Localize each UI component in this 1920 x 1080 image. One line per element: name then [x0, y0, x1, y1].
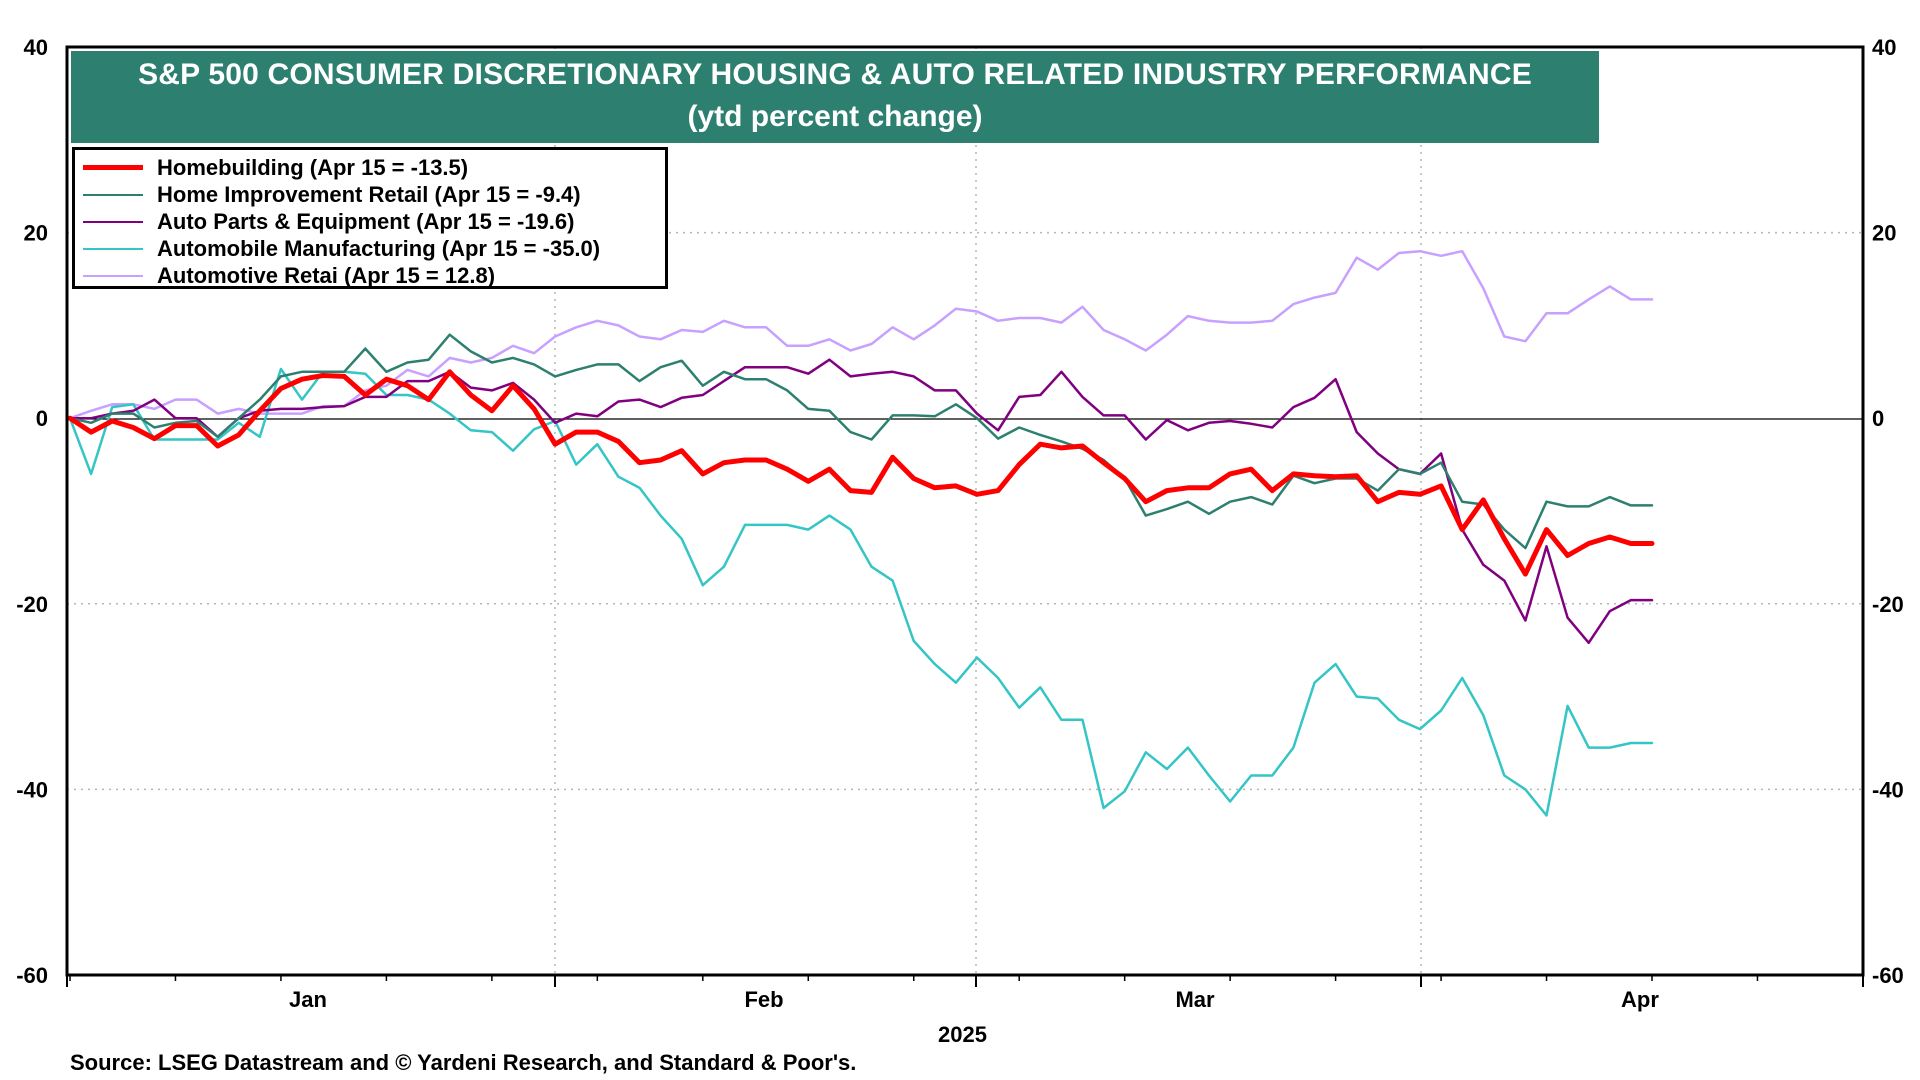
y-tick-label-right: 0	[1872, 406, 1884, 431]
legend-item: Home Improvement Retail (Apr 15 = -9.4)	[75, 181, 581, 208]
x-tick-label-month: Mar	[1175, 987, 1215, 1012]
y-tick-label-left: 40	[24, 35, 48, 60]
series-line	[67, 369, 1655, 577]
legend-item: Auto Parts & Equipment (Apr 15 = -19.6)	[75, 208, 574, 235]
legend-swatch	[83, 247, 143, 250]
x-year-label: 2025	[938, 1022, 987, 1047]
legend: Homebuilding (Apr 15 = -13.5) Home Improv…	[72, 147, 668, 289]
legend-label: Automotive Retai (Apr 15 = 12.8)	[157, 262, 496, 288]
y-tick-label-left: -20	[16, 592, 48, 617]
y-tick-label-right: -60	[1872, 963, 1904, 988]
series-lines	[67, 249, 1655, 817]
legend-label: Auto Parts & Equipment (Apr 15 = -19.6)	[157, 208, 575, 234]
chart-title: S&P 500 CONSUMER DISCRETIONARY HOUSING &…	[138, 58, 1532, 91]
y-tick-label-left: 20	[24, 221, 48, 246]
legend-swatch	[83, 220, 143, 223]
chart-subtitle: (ytd percent change)	[687, 100, 983, 133]
series-line	[68, 358, 1654, 645]
legend-label: Homebuilding (Apr 15 = -13.5)	[157, 154, 469, 180]
x-tick-label-month: Feb	[744, 987, 783, 1012]
y-tick-label-left: -60	[16, 963, 48, 988]
y-tick-label-right: -40	[1872, 777, 1904, 802]
source-note: Source: LSEG Datastream and © Yardeni Re…	[70, 1050, 857, 1075]
y-tick-label-left: 0	[36, 406, 48, 431]
y-tick-label-right: 40	[1872, 35, 1896, 60]
legend-swatch	[83, 193, 143, 196]
plot-frame	[65, 45, 1865, 977]
legend-item: Automobile Manufacturing (Apr 15 = -35.0…	[75, 235, 600, 262]
y-tick-label-right: -20	[1872, 592, 1904, 617]
legend-swatch	[83, 165, 143, 170]
x-tick-label-month: Jan	[289, 987, 327, 1012]
series-line	[68, 333, 1654, 550]
legend-label: Home Improvement Retail (Apr 15 = -9.4)	[157, 181, 581, 207]
axes: 40 40 20 20 0 0 -20 -20 -40 -40 -60 -60 Jan Feb Mar Apr	[16, 35, 1904, 1012]
legend-swatch	[83, 274, 143, 277]
chart-title-box: S&P 500 CONSUMER DISCRETIONARY HOUSING &…	[71, 51, 1599, 143]
legend-label: Automobile Manufacturing (Apr 15 = -35.0…	[157, 235, 601, 261]
x-tick-label-month: Apr	[1621, 987, 1659, 1012]
legend-item: Homebuilding (Apr 15 = -13.5)	[75, 154, 468, 181]
legend-item: Automotive Retai (Apr 15 = 12.8)	[75, 262, 495, 289]
y-tick-label-right: 20	[1872, 221, 1896, 246]
y-tick-label-left: -40	[16, 777, 48, 802]
